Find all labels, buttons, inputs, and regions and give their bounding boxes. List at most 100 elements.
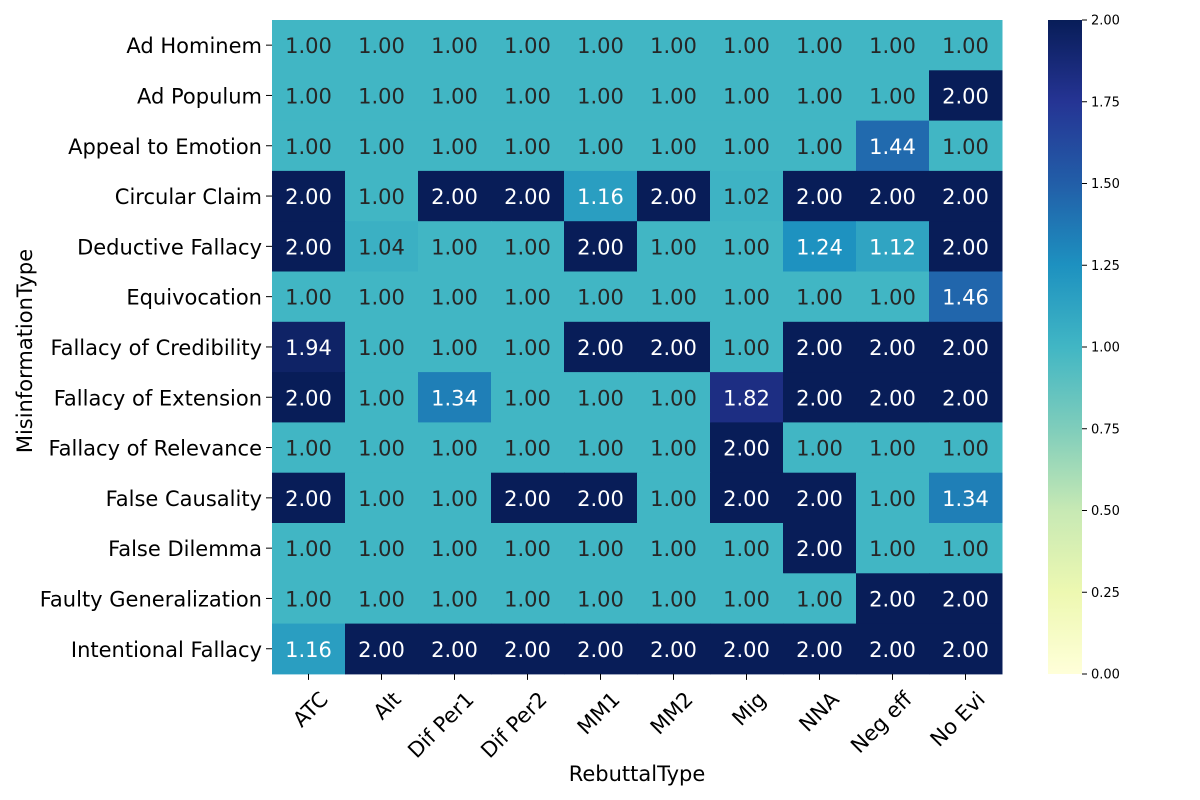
heatmap-cell-fallacy-of-relevance-mig bbox=[710, 422, 784, 474]
heatmap-cell-intentional-fallacy-atc bbox=[272, 623, 346, 675]
heatmap-cell-value: 1.00 bbox=[723, 336, 770, 360]
heatmap-cell-faulty-generalization-nna bbox=[783, 573, 857, 625]
heatmap-cell-value: 2.00 bbox=[723, 638, 770, 662]
heatmap-cell-equivocation-atc bbox=[272, 271, 346, 323]
heatmap-cell-value: 2.00 bbox=[869, 336, 916, 360]
heatmap-cell-deductive-fallacy-dif-per2 bbox=[491, 221, 565, 272]
heatmap-cell-deductive-fallacy-mm2 bbox=[637, 221, 711, 272]
heatmap-cell-value: 1.00 bbox=[504, 386, 551, 410]
heatmap-cell-value: 1.00 bbox=[650, 437, 697, 461]
heatmap-cell-value: 1.00 bbox=[358, 34, 405, 58]
heatmap-cell-false-causality-mig bbox=[710, 472, 784, 524]
heatmap-cell-equivocation-neg-eff bbox=[856, 271, 930, 323]
heatmap-cell-value: 1.00 bbox=[285, 437, 332, 461]
heatmap-cell-value: 1.00 bbox=[869, 437, 916, 461]
heatmap-cell-value: 1.00 bbox=[577, 34, 624, 58]
heatmap-cell-value: 1.16 bbox=[285, 638, 332, 662]
heatmap-cell-value: 1.00 bbox=[285, 84, 332, 108]
heatmap-cell-ad-hominem-no-evi bbox=[929, 20, 1003, 71]
heatmap-cell-false-causality-no-evi bbox=[929, 472, 1003, 524]
heatmap-cell-value: 2.00 bbox=[796, 185, 843, 209]
heatmap-cell-fallacy-of-extension-neg-eff bbox=[856, 372, 930, 423]
y-tick-label-faulty-generalization: Faulty Generalization bbox=[40, 587, 262, 611]
heatmap-cell-value: 2.00 bbox=[796, 537, 843, 561]
heatmap-cell-value: 2.00 bbox=[869, 587, 916, 611]
heatmap-cell-fallacy-of-extension-nna bbox=[783, 372, 857, 423]
heatmap-cell-value: 1.00 bbox=[869, 286, 916, 310]
colorbar-tick-label: 1.75 bbox=[1091, 95, 1120, 110]
heatmap-cell-value: 1.00 bbox=[650, 537, 697, 561]
heatmap-cell-value: 1.00 bbox=[504, 537, 551, 561]
y-tick-label-deductive-fallacy: Deductive Fallacy bbox=[77, 235, 262, 259]
heatmap-cell-fallacy-of-extension-no-evi bbox=[929, 372, 1003, 423]
heatmap-cell-value: 1.00 bbox=[796, 587, 843, 611]
heatmap-cell-value: 1.00 bbox=[358, 286, 405, 310]
heatmap-cell-circular-claim-dif-per2 bbox=[491, 170, 565, 222]
x-tick-label-neg-eff: Neg eff bbox=[846, 687, 917, 758]
heatmap-cell-false-causality-alt bbox=[345, 472, 419, 524]
heatmap-cell-fallacy-of-extension-dif-per1 bbox=[418, 372, 492, 423]
heatmap-cell-ad-populum-no-evi bbox=[929, 70, 1003, 122]
heatmap-cell-value: 1.02 bbox=[723, 185, 770, 209]
heatmap-cell-fallacy-of-credibility-mig bbox=[710, 321, 784, 373]
heatmap-cell-value: 1.16 bbox=[577, 185, 624, 209]
heatmap-cell-value: 1.00 bbox=[723, 235, 770, 259]
y-tick-label-ad-hominem: Ad Hominem bbox=[126, 34, 262, 58]
heatmap-cell-ad-hominem-neg-eff bbox=[856, 20, 930, 71]
heatmap-cell-value: 1.00 bbox=[504, 286, 551, 310]
heatmap-cell-value: 1.00 bbox=[358, 487, 405, 511]
heatmap-cell-value: 1.00 bbox=[577, 135, 624, 159]
heatmap-cell-value: 1.00 bbox=[577, 537, 624, 561]
colorbar-tick-label: 1.25 bbox=[1091, 259, 1120, 274]
heatmap-cell-value: 1.00 bbox=[723, 135, 770, 159]
heatmap-cell-value: 1.00 bbox=[358, 84, 405, 108]
y-tick-label-false-causality: False Causality bbox=[106, 487, 262, 511]
heatmap-cell-value: 1.94 bbox=[285, 336, 332, 360]
heatmap-cell-value: 2.00 bbox=[431, 638, 478, 662]
heatmap-cell-ad-populum-mm2 bbox=[637, 70, 711, 122]
heatmap-cell-intentional-fallacy-mm2 bbox=[637, 623, 711, 675]
heatmap-cell-circular-claim-dif-per1 bbox=[418, 170, 492, 222]
heatmap-cell-value: 2.00 bbox=[285, 185, 332, 209]
heatmap-cell-fallacy-of-relevance-dif-per2 bbox=[491, 422, 565, 474]
heatmap-cell-value: 1.82 bbox=[723, 386, 770, 410]
heatmap-cell-intentional-fallacy-dif-per2 bbox=[491, 623, 565, 675]
heatmap-cell-value: 2.00 bbox=[504, 487, 551, 511]
heatmap-cell-ad-populum-neg-eff bbox=[856, 70, 930, 122]
heatmap-cell-value: 1.00 bbox=[869, 487, 916, 511]
heatmap-cell-value: 1.00 bbox=[796, 135, 843, 159]
heatmap-cell-faulty-generalization-mm1 bbox=[564, 573, 638, 625]
heatmap-cell-false-causality-atc bbox=[272, 472, 346, 524]
heatmap-cell-equivocation-no-evi bbox=[929, 271, 1003, 323]
heatmap-cell-false-dilemma-alt bbox=[345, 523, 419, 574]
heatmap-cell-appeal-to-emotion-no-evi bbox=[929, 120, 1003, 172]
y-axis-title: MisinformationType bbox=[13, 249, 37, 453]
heatmap-cell-value: 1.00 bbox=[431, 34, 478, 58]
heatmap-cell-value: 1.00 bbox=[650, 84, 697, 108]
heatmap-cell-value: 1.00 bbox=[650, 34, 697, 58]
heatmap-cell-intentional-fallacy-neg-eff bbox=[856, 623, 930, 675]
heatmap-cell-appeal-to-emotion-dif-per1 bbox=[418, 120, 492, 172]
heatmap-cell-fallacy-of-credibility-no-evi bbox=[929, 321, 1003, 373]
heatmap-cell-faulty-generalization-dif-per1 bbox=[418, 573, 492, 625]
x-tick-label-alt: Alt bbox=[369, 687, 406, 724]
heatmap-cell-faulty-generalization-alt bbox=[345, 573, 419, 625]
heatmap-cell-value: 1.00 bbox=[358, 386, 405, 410]
heatmap-cell-value: 1.00 bbox=[650, 386, 697, 410]
heatmap-cell-fallacy-of-extension-atc bbox=[272, 372, 346, 423]
heatmap-cell-deductive-fallacy-neg-eff bbox=[856, 221, 930, 272]
heatmap-cell-fallacy-of-credibility-neg-eff bbox=[856, 321, 930, 373]
heatmap-cell-false-dilemma-mm2 bbox=[637, 523, 711, 574]
heatmap-cell-circular-claim-no-evi bbox=[929, 170, 1003, 222]
heatmap-cell-deductive-fallacy-alt bbox=[345, 221, 419, 272]
heatmap-cell-value: 1.00 bbox=[796, 286, 843, 310]
heatmap-cell-value: 2.00 bbox=[650, 185, 697, 209]
heatmap-cell-ad-hominem-mm1 bbox=[564, 20, 638, 71]
y-tick-label-equivocation: Equivocation bbox=[126, 286, 262, 310]
heatmap-cell-labels: 1.00 1.00 1.00 1.00 1.00 1.00 1.00 1.00 1.00 1.00… bbox=[285, 34, 989, 662]
heatmap-cell-value: 2.00 bbox=[869, 638, 916, 662]
heatmap-cell-value: 2.00 bbox=[723, 487, 770, 511]
heatmap-cell-value: 2.00 bbox=[942, 386, 989, 410]
heatmap-cell-ad-hominem-atc bbox=[272, 20, 346, 71]
heatmap-cell-value: 1.00 bbox=[723, 34, 770, 58]
